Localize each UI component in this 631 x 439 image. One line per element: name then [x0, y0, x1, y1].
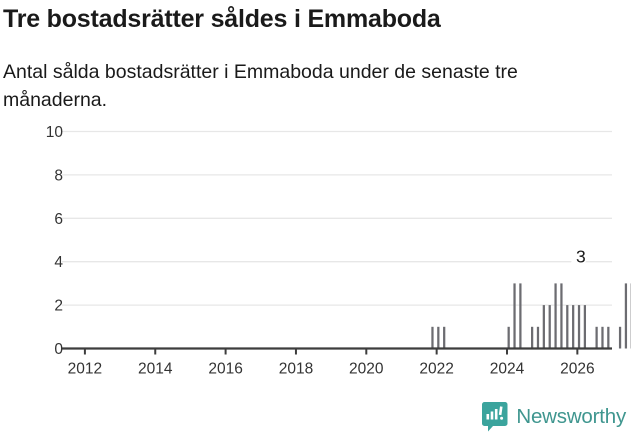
bar: [566, 305, 569, 349]
y-tick-label: 8: [54, 167, 63, 184]
x-tick-label: 2014: [138, 361, 173, 378]
bar: [560, 283, 563, 349]
bar: [443, 326, 446, 349]
y-tick-label: 10: [46, 124, 64, 141]
chart-subtitle: Antal sålda bostadsrätter i Emmaboda und…: [3, 61, 518, 111]
latest-value-label: 3: [576, 247, 586, 267]
x-tick-label: 2026: [560, 361, 594, 378]
newsworthy-logo-text: Newsworthy: [516, 404, 626, 428]
bar: [437, 326, 440, 349]
x-tick-label: 2024: [490, 361, 525, 378]
bar: [507, 326, 510, 349]
bar: [624, 283, 628, 349]
newsworthy-icon: [482, 402, 508, 432]
newsworthy-logo[interactable]: Newsworthy: [481, 401, 626, 432]
chart-title: Tre bostadsrätter såldes i Emmaboda: [3, 5, 441, 33]
x-tick-label: 2012: [68, 361, 102, 378]
bar: [607, 326, 610, 349]
bar: [531, 326, 534, 349]
y-tick-label: 0: [54, 341, 63, 358]
bar: [542, 305, 545, 349]
x-tick-label: 2016: [208, 361, 242, 378]
bar: [536, 326, 540, 349]
bar: [431, 326, 434, 349]
y-tick-label: 4: [54, 254, 63, 271]
bar: [618, 326, 622, 349]
bar: [595, 326, 598, 349]
bar: [513, 283, 516, 349]
x-tick-label: 2020: [349, 361, 384, 378]
x-tick-label: 2022: [419, 361, 453, 378]
bar: [519, 283, 522, 349]
latest-value-marker: [571, 259, 578, 267]
bar: [572, 305, 575, 349]
y-tick-label: 6: [54, 211, 63, 228]
bar: [601, 326, 604, 349]
bar: [554, 283, 557, 349]
bar: [583, 305, 587, 349]
bar: [577, 305, 581, 349]
bar: [548, 305, 551, 349]
x-tick-label: 2018: [279, 361, 313, 378]
y-tick-label: 2: [54, 298, 63, 315]
